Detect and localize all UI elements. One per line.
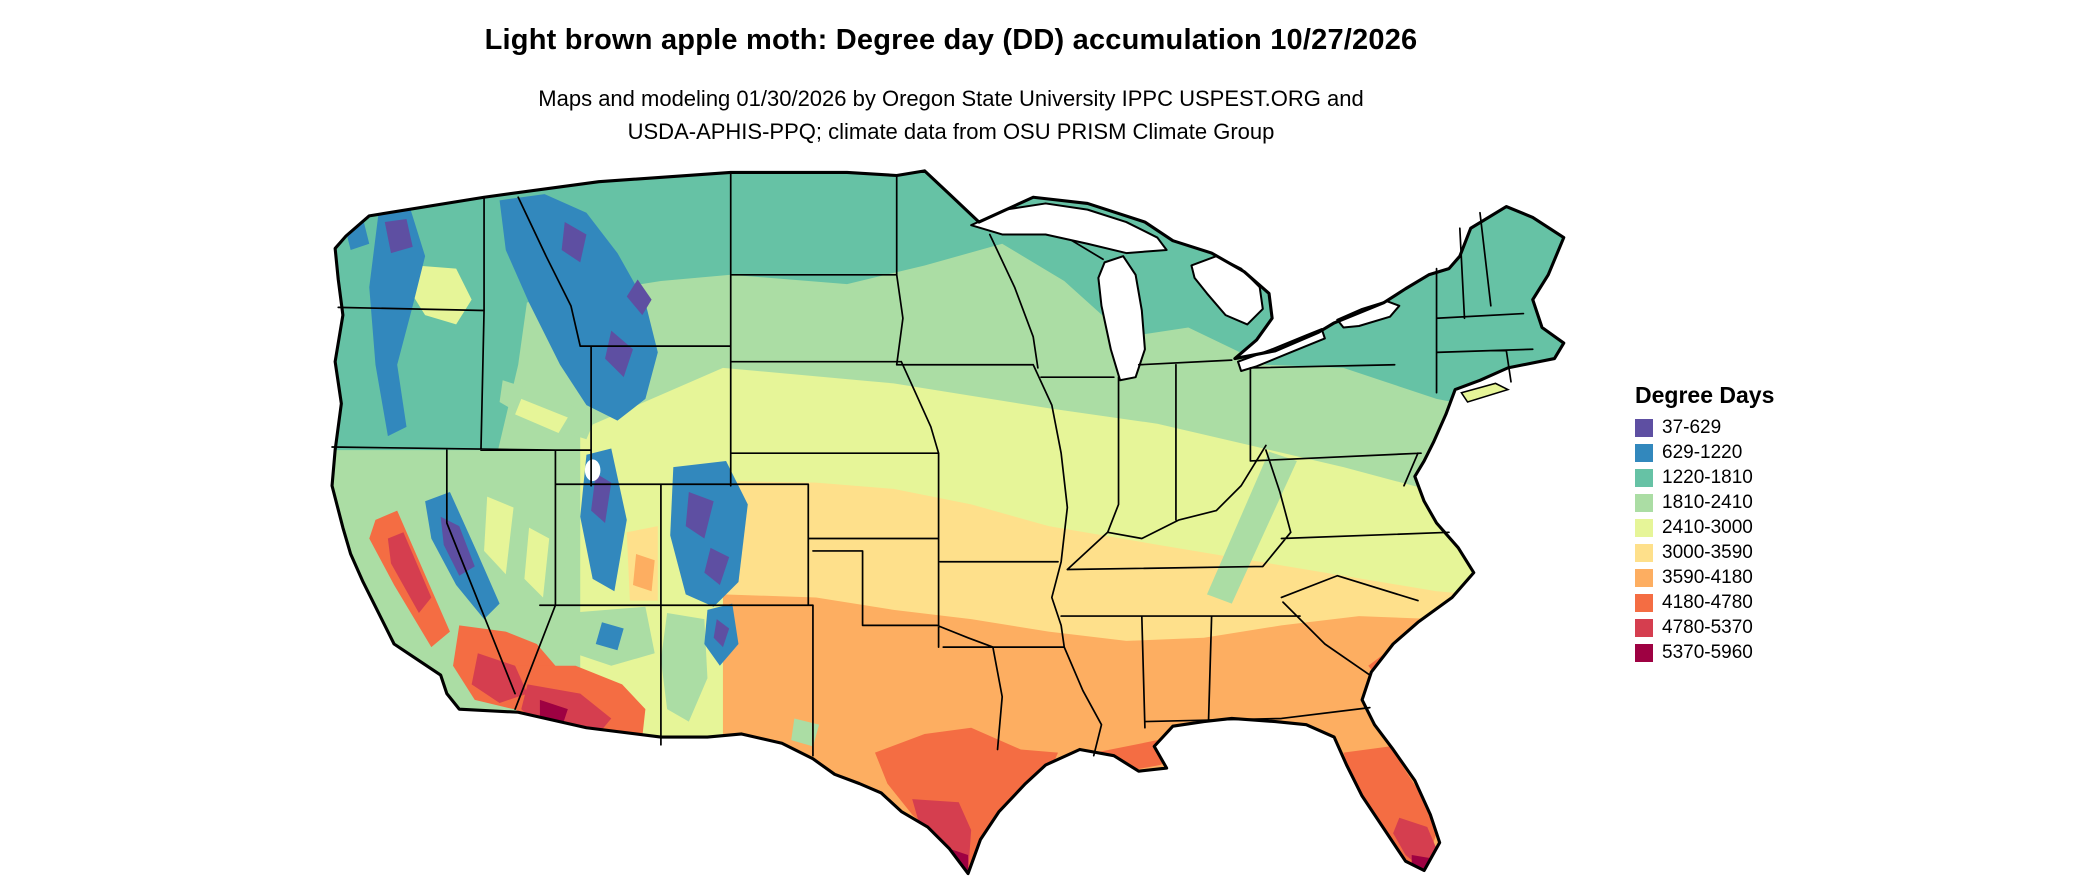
- legend-item: 1810-2410: [1635, 492, 1774, 513]
- regions-purple-37-629: [384, 218, 730, 648]
- legend-item-label: 5370-5960: [1662, 642, 1753, 663]
- legend-swatch: [1635, 544, 1653, 562]
- legend-item-label: 4780-5370: [1662, 617, 1753, 638]
- map-title: Light brown apple moth: Degree day (DD) …: [484, 24, 1418, 56]
- legend-item-label: 37-629: [1662, 417, 1722, 438]
- legend-item: 3590-4180: [1635, 567, 1774, 588]
- legend-items: 37-629 629-1220 1220-1810 1810-2410 2410…: [1635, 417, 1774, 663]
- legend-item: 629-1220: [1635, 442, 1774, 463]
- legend-item-label: 629-1220: [1662, 442, 1743, 463]
- degree-day-raster: [332, 170, 1564, 874]
- map-subtitle-line2: USDA-APHIS-PPQ; climate data from OSU PR…: [627, 119, 1275, 144]
- legend-item-label: 3590-4180: [1662, 567, 1753, 588]
- lake-ontario: [1336, 300, 1401, 329]
- great-salt-lake: [584, 459, 601, 482]
- lake-michigan: [1097, 255, 1146, 382]
- region-canyonlands-orange: [632, 554, 655, 592]
- legend-swatch: [1635, 519, 1653, 537]
- legend-item: 3000-3590: [1635, 542, 1774, 563]
- legend-item-label: 4180-4780: [1662, 592, 1753, 613]
- lake-superior: [970, 202, 1168, 255]
- legend-item-label: 1220-1810: [1662, 467, 1753, 488]
- map-subtitle-line1: Maps and modeling 01/30/2026 by Oregon S…: [538, 86, 1364, 111]
- us-degree-day-map: [330, 169, 1566, 876]
- legend-swatch: [1635, 619, 1653, 637]
- legend-item-label: 3000-3590: [1662, 542, 1753, 563]
- legend-swatch: [1635, 644, 1653, 662]
- legend-item: 4180-4780: [1635, 592, 1774, 613]
- legend-title: Degree Days: [1635, 382, 1775, 408]
- legend-swatch: [1635, 444, 1653, 462]
- long-island: [1460, 382, 1510, 403]
- state-borders: [331, 171, 1534, 757]
- legend-item-label: 1810-2410: [1662, 492, 1753, 513]
- legend-swatch: [1635, 469, 1653, 487]
- legend: Degree Days 37-629 629-1220 1220-1810 18…: [1635, 382, 1774, 669]
- legend-item: 5370-5960: [1635, 642, 1774, 663]
- map-subtitle: Maps and modeling 01/30/2026 by Oregon S…: [0, 82, 1902, 148]
- map-container: [300, 160, 1602, 886]
- legend-item-label: 2410-3000: [1662, 517, 1753, 538]
- legend-swatch: [1635, 494, 1653, 512]
- legend-item: 4780-5370: [1635, 617, 1774, 638]
- us-outline: [330, 169, 1566, 876]
- legend-item: 2410-3000: [1635, 517, 1774, 538]
- legend-swatch: [1635, 419, 1653, 437]
- legend-item: 1220-1810: [1635, 467, 1774, 488]
- legend-item: 37-629: [1635, 417, 1774, 438]
- legend-swatch: [1635, 569, 1653, 587]
- legend-swatch: [1635, 594, 1653, 612]
